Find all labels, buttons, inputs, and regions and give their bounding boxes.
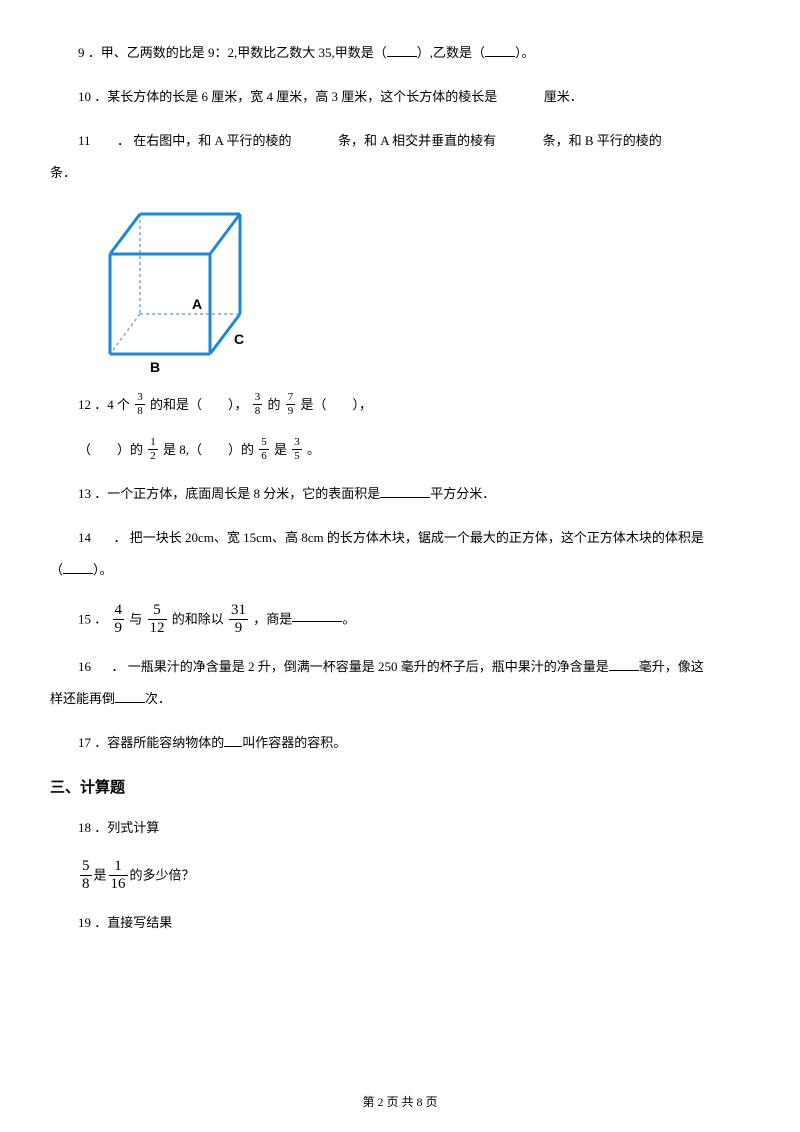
question-17: 17 ．容器所能容纳物体的 叫作容器的容积。 <box>50 730 750 756</box>
q17-num: 17 <box>78 735 91 750</box>
q12-f3: 79 <box>286 392 296 417</box>
q18-num: 18 <box>78 820 91 835</box>
q15-text-c: 的和除以 <box>172 611 224 626</box>
q16-text-b: 毫升，像这 <box>639 659 704 674</box>
footer-total: 8 <box>417 1095 423 1109</box>
cube-label-a: A <box>192 296 202 312</box>
q15-text-d: ，商是 <box>253 611 292 626</box>
q9-num: 9 <box>78 45 85 60</box>
q16-num: 16 <box>78 659 91 674</box>
q12-l2c: 是 <box>274 442 287 457</box>
q18-mid: 是 <box>94 867 107 882</box>
q12-f6: 35 <box>292 437 302 462</box>
q13-text-a: ．一个正方体，底面周长是 8 分米，它的表面积是 <box>94 486 380 501</box>
q12-l2d: 。 <box>307 442 320 457</box>
question-12: 12 ．4 个 38 的和是（ ）， 38 的 79 是（ ）， <box>50 391 750 418</box>
question-10: 10 ．某长方体的长是 6 厘米，宽 4 厘米，高 3 厘米，这个长方体的棱长是… <box>50 84 750 110</box>
q10-num: 10 <box>78 89 91 104</box>
q12-l1a: ．4 个 <box>94 397 130 412</box>
question-12-line2: （ ）的 12 是 8,（ ）的 56 是 35 。 <box>50 436 750 463</box>
cube-edge-dash2 <box>110 314 140 354</box>
question-14: 14 ． 把一块长 20cm、宽 15cm、高 8cm 的长方体木块，锯成一个最… <box>50 525 750 551</box>
page-footer: 第 2 页 共 8 页 <box>0 1093 800 1112</box>
q18-f2: 116 <box>109 859 128 892</box>
q14-text-b: （ <box>50 562 63 577</box>
footer-b: 页 共 <box>386 1095 413 1109</box>
q10-text-b: 厘米． <box>544 89 583 104</box>
q13-num: 13 <box>78 486 91 501</box>
q9-text-a: ．甲、乙两数的比是 9：2,甲数比乙数大 35,甲数是（ <box>88 45 387 60</box>
question-11-cont: 条． <box>50 160 750 186</box>
q15-f2: 512 <box>148 603 167 636</box>
q11-text-c: 条，和 B 平行的棱的 <box>543 133 662 148</box>
footer-a: 第 <box>362 1095 374 1109</box>
question-11: 11 ． 在右图中，和 A 平行的棱的 条，和 A 相交并垂直的棱有 条，和 B… <box>50 128 750 154</box>
question-18: 18 ．列式计算 <box>50 815 750 841</box>
question-16-cont: 样还能再倒 次． <box>50 686 750 712</box>
cube-diagram: A B C <box>100 204 750 381</box>
cube-edge-top-left <box>110 214 140 254</box>
q11-text-d: 条． <box>50 165 76 180</box>
question-19: 19 ．直接写结果 <box>50 910 750 936</box>
q12-l1d: 是（ ）， <box>301 397 373 412</box>
q18-f1: 58 <box>80 859 92 892</box>
question-16: 16 ． 一瓶果汁的净含量是 2 升，倒满一杯容量是 250 毫升的杯子后，瓶中… <box>50 654 750 680</box>
q15-text-e: 。 <box>342 611 355 626</box>
q12-l1c: 的 <box>268 397 281 412</box>
q17-text-b: 叫作容器的容积。 <box>242 735 346 750</box>
q12-f2: 38 <box>253 392 263 417</box>
q11-num: 11 <box>78 133 91 148</box>
q12-f5: 56 <box>259 437 269 462</box>
q9-text-b: ）,乙数是（ <box>417 45 485 60</box>
footer-c: 页 <box>426 1095 438 1109</box>
q15-f3: 319 <box>229 603 248 636</box>
section-3-heading: 三、计算题 <box>50 776 750 800</box>
question-18-expr: 58是116的多少倍？ <box>50 859 750 892</box>
q16-blank1 <box>609 658 639 671</box>
q13-blank <box>380 485 430 498</box>
q18-tail: 的多少倍？ <box>130 867 195 882</box>
q15-text-a: ． <box>94 611 107 626</box>
q11-text-a: ． 在右图中，和 A 平行的棱的 <box>117 133 291 148</box>
q15-num: 15 <box>78 611 91 626</box>
q15-f1: 49 <box>113 603 125 636</box>
q11-text-b: 条，和 A 相交并垂直的棱有 <box>338 133 496 148</box>
q10-text-a: ．某长方体的长是 6 厘米，宽 4 厘米，高 3 厘米，这个长方体的棱长是 <box>94 89 497 104</box>
q9-blank2 <box>485 44 515 57</box>
cube-label-c: C <box>234 331 244 347</box>
q15-blank <box>292 609 342 622</box>
q12-l1b: 的和是（ ）， <box>150 397 248 412</box>
q16-blank2 <box>115 690 145 703</box>
question-13: 13 ．一个正方体，底面周长是 8 分米，它的表面积是 平方分米． <box>50 481 750 507</box>
q16-text-c: 样还能再倒 <box>50 691 115 706</box>
cube-svg: A B C <box>100 204 260 374</box>
q12-num: 12 <box>78 397 91 412</box>
q9-text-c: ）。 <box>515 45 535 60</box>
question-14-cont: （ ）。 <box>50 557 750 583</box>
cube-edge-top-right <box>210 214 240 254</box>
q16-text-a: ． 一瓶果汁的净含量是 2 升，倒满一杯容量是 250 毫升的杯子后，瓶中果汁的… <box>112 659 609 674</box>
q17-blank <box>224 734 242 747</box>
q15-text-b: 与 <box>129 611 142 626</box>
q12-l2b: 是 8,（ ）的 <box>163 442 254 457</box>
q14-blank <box>63 561 93 574</box>
q12-l2a: （ ）的 <box>78 442 143 457</box>
q19-num: 19 <box>78 915 91 930</box>
q17-text-a: ．容器所能容纳物体的 <box>94 735 224 750</box>
q18-text: ．列式计算 <box>94 820 159 835</box>
q12-f4: 12 <box>148 437 158 462</box>
q19-text: ．直接写结果 <box>94 915 172 930</box>
q16-text-d: 次． <box>145 691 171 706</box>
q14-text-a: ． 把一块长 20cm、宽 15cm、高 8cm 的长方体木块，锯成一个最大的正… <box>114 530 704 545</box>
footer-page: 2 <box>377 1095 383 1109</box>
q9-blank1 <box>387 44 417 57</box>
question-9: 9 ．甲、乙两数的比是 9：2,甲数比乙数大 35,甲数是（ ）,乙数是（ ）。 <box>50 40 750 66</box>
q14-text-c: ）。 <box>93 562 113 577</box>
cube-label-b: B <box>150 359 160 374</box>
q13-text-b: 平方分米． <box>430 486 495 501</box>
q14-num: 14 <box>78 530 91 545</box>
question-15: 15 ． 49 与 512 的和除以 319 ，商是 。 <box>50 603 750 636</box>
q12-f1: 38 <box>135 392 145 417</box>
